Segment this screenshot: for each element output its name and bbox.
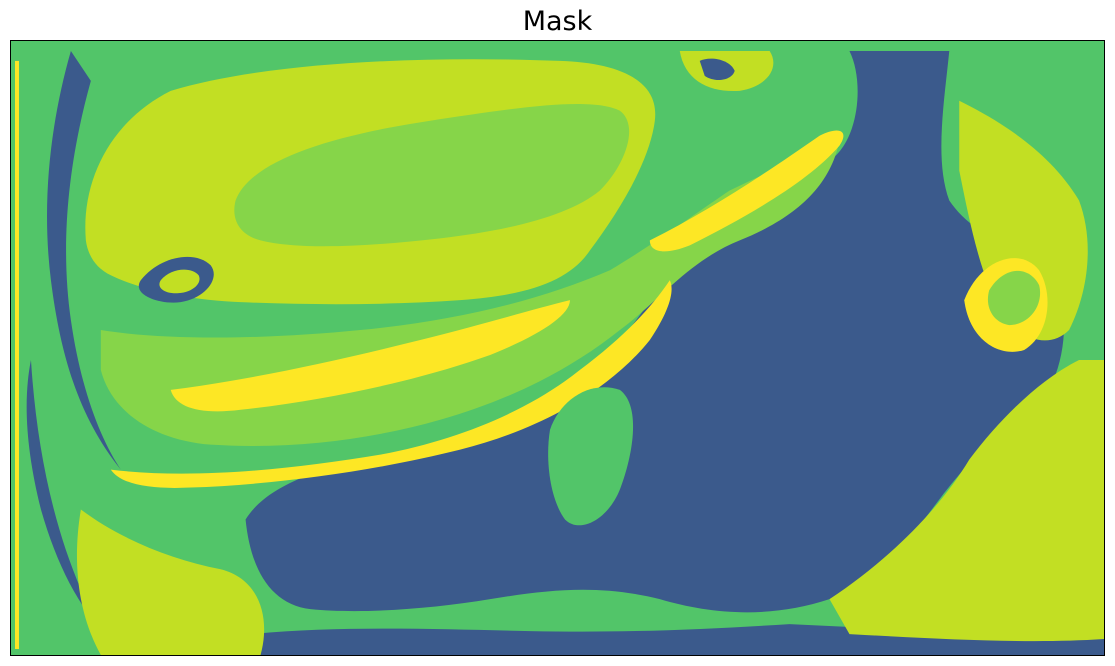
region-yellow-streak-2 xyxy=(170,300,570,412)
region-green-inner xyxy=(234,104,630,247)
region-green-right-blob xyxy=(987,270,1041,326)
region-green-center xyxy=(548,387,634,526)
region-dark-top-center xyxy=(699,58,735,81)
figure-title: Mask xyxy=(522,6,593,37)
region-green-band xyxy=(100,140,840,446)
region-lime-lower-right xyxy=(829,359,1104,642)
region-lime-loop-inner xyxy=(159,269,200,294)
region-lime-lower-left xyxy=(76,509,265,655)
mask-svg xyxy=(11,41,1104,655)
region-dark-left-curve xyxy=(47,50,121,470)
region-yellow-left-edge xyxy=(14,60,19,650)
region-yellow-streak-3 xyxy=(649,130,844,252)
mask-image xyxy=(10,40,1105,656)
